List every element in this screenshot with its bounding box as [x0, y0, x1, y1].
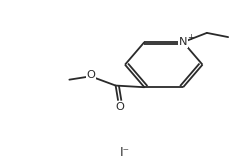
Text: O: O	[86, 70, 95, 80]
Text: +: +	[187, 33, 194, 42]
Text: O: O	[115, 102, 124, 112]
Text: I⁻: I⁻	[120, 145, 130, 159]
Text: N: N	[179, 37, 188, 47]
